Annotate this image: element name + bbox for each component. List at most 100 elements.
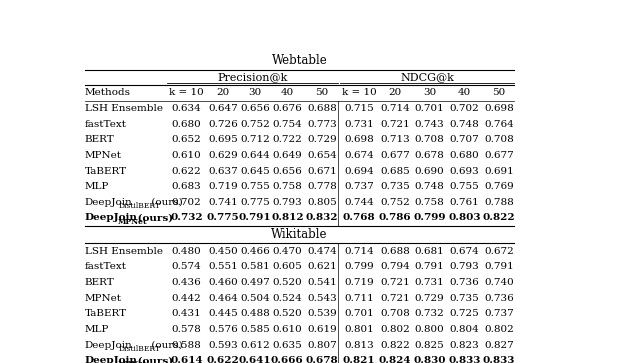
Text: 0.688: 0.688 bbox=[380, 247, 410, 256]
Text: 0.712: 0.712 bbox=[240, 135, 270, 144]
Text: 0.474: 0.474 bbox=[307, 247, 337, 256]
Text: 0.800: 0.800 bbox=[415, 325, 445, 334]
Text: 0.735: 0.735 bbox=[380, 182, 410, 191]
Text: MPNet: MPNet bbox=[85, 151, 122, 160]
Text: DistilBERT: DistilBERT bbox=[118, 202, 160, 210]
Text: 0.708: 0.708 bbox=[484, 135, 514, 144]
Text: 0.729: 0.729 bbox=[307, 135, 337, 144]
Text: 0.769: 0.769 bbox=[484, 182, 514, 191]
Text: 30: 30 bbox=[423, 88, 436, 97]
Text: 0.714: 0.714 bbox=[344, 247, 374, 256]
Text: 0.715: 0.715 bbox=[344, 104, 374, 113]
Text: 0.775: 0.775 bbox=[240, 198, 270, 207]
Text: 0.694: 0.694 bbox=[344, 167, 374, 176]
Text: 0.778: 0.778 bbox=[307, 182, 337, 191]
Text: 0.574: 0.574 bbox=[172, 262, 202, 272]
Text: 30: 30 bbox=[248, 88, 262, 97]
Text: 0.695: 0.695 bbox=[208, 135, 237, 144]
Text: 0.619: 0.619 bbox=[307, 325, 337, 334]
Text: 0.725: 0.725 bbox=[449, 309, 479, 318]
Text: 0.791: 0.791 bbox=[484, 262, 514, 272]
Text: 0.656: 0.656 bbox=[240, 104, 270, 113]
Text: 0.654: 0.654 bbox=[307, 151, 337, 160]
Text: 0.647: 0.647 bbox=[208, 104, 237, 113]
Text: 0.635: 0.635 bbox=[273, 340, 302, 350]
Text: 0.803: 0.803 bbox=[448, 213, 481, 223]
Text: 20: 20 bbox=[388, 88, 401, 97]
Text: 0.702: 0.702 bbox=[172, 198, 202, 207]
Text: 0.672: 0.672 bbox=[484, 247, 514, 256]
Text: 0.470: 0.470 bbox=[273, 247, 302, 256]
Text: 0.698: 0.698 bbox=[484, 104, 514, 113]
Text: 0.460: 0.460 bbox=[208, 278, 237, 287]
Text: 0.656: 0.656 bbox=[273, 167, 302, 176]
Text: 0.464: 0.464 bbox=[208, 294, 237, 303]
Text: 0.721: 0.721 bbox=[380, 119, 410, 129]
Text: 0.551: 0.551 bbox=[208, 262, 237, 272]
Text: 0.708: 0.708 bbox=[415, 135, 445, 144]
Text: 0.736: 0.736 bbox=[484, 294, 514, 303]
Text: 0.773: 0.773 bbox=[307, 119, 337, 129]
Text: 0.754: 0.754 bbox=[273, 119, 302, 129]
Text: 0.788: 0.788 bbox=[484, 198, 514, 207]
Text: 0.666: 0.666 bbox=[271, 356, 304, 363]
Text: 0.825: 0.825 bbox=[415, 340, 445, 350]
Text: 0.722: 0.722 bbox=[273, 135, 302, 144]
Text: 0.832: 0.832 bbox=[306, 213, 339, 223]
Text: 0.520: 0.520 bbox=[273, 278, 302, 287]
Text: MPNet: MPNet bbox=[85, 294, 122, 303]
Text: 0.680: 0.680 bbox=[172, 119, 202, 129]
Text: 0.824: 0.824 bbox=[379, 356, 412, 363]
Text: k = 10: k = 10 bbox=[342, 88, 376, 97]
Text: 0.431: 0.431 bbox=[172, 309, 202, 318]
Text: 0.680: 0.680 bbox=[449, 151, 479, 160]
Text: 0.748: 0.748 bbox=[415, 182, 445, 191]
Text: 0.676: 0.676 bbox=[273, 104, 302, 113]
Text: 0.804: 0.804 bbox=[449, 325, 479, 334]
Text: 0.701: 0.701 bbox=[344, 309, 374, 318]
Text: 0.813: 0.813 bbox=[344, 340, 374, 350]
Text: 0.799: 0.799 bbox=[413, 213, 446, 223]
Text: 0.821: 0.821 bbox=[343, 356, 376, 363]
Text: LSH Ensemble: LSH Ensemble bbox=[85, 247, 163, 256]
Text: 0.605: 0.605 bbox=[273, 262, 302, 272]
Text: 0.775: 0.775 bbox=[207, 213, 239, 223]
Text: (ours): (ours) bbox=[134, 356, 173, 363]
Text: 0.585: 0.585 bbox=[240, 325, 270, 334]
Text: 0.497: 0.497 bbox=[240, 278, 270, 287]
Text: k = 10: k = 10 bbox=[169, 88, 204, 97]
Text: fastText: fastText bbox=[85, 119, 127, 129]
Text: 0.802: 0.802 bbox=[484, 325, 514, 334]
Text: 0.593: 0.593 bbox=[208, 340, 237, 350]
Text: 0.731: 0.731 bbox=[415, 278, 445, 287]
Text: Wikitable: Wikitable bbox=[271, 228, 328, 241]
Text: TaBERT: TaBERT bbox=[85, 309, 127, 318]
Text: MPNet: MPNet bbox=[118, 217, 148, 226]
Text: TaBERT: TaBERT bbox=[85, 167, 127, 176]
Text: 0.674: 0.674 bbox=[449, 247, 479, 256]
Text: 0.685: 0.685 bbox=[380, 167, 410, 176]
Text: 0.719: 0.719 bbox=[344, 278, 374, 287]
Text: 0.761: 0.761 bbox=[449, 198, 479, 207]
Text: 0.707: 0.707 bbox=[449, 135, 479, 144]
Text: 0.681: 0.681 bbox=[415, 247, 445, 256]
Text: 0.732: 0.732 bbox=[170, 213, 203, 223]
Text: 0.543: 0.543 bbox=[307, 294, 337, 303]
Text: 0.807: 0.807 bbox=[307, 340, 337, 350]
Text: 0.737: 0.737 bbox=[344, 182, 374, 191]
Text: 0.637: 0.637 bbox=[208, 167, 237, 176]
Text: 0.581: 0.581 bbox=[240, 262, 270, 272]
Text: DistilBERT: DistilBERT bbox=[118, 345, 160, 353]
Text: DeepJoin: DeepJoin bbox=[85, 356, 138, 363]
Text: 40: 40 bbox=[458, 88, 471, 97]
Text: 0.714: 0.714 bbox=[380, 104, 410, 113]
Text: 0.786: 0.786 bbox=[379, 213, 412, 223]
Text: BERT: BERT bbox=[85, 135, 115, 144]
Text: 0.731: 0.731 bbox=[344, 119, 374, 129]
Text: 0.822: 0.822 bbox=[483, 213, 515, 223]
Text: (ours): (ours) bbox=[148, 198, 182, 207]
Text: 0.524: 0.524 bbox=[273, 294, 302, 303]
Text: 0.768: 0.768 bbox=[343, 213, 376, 223]
Text: 0.721: 0.721 bbox=[380, 278, 410, 287]
Text: 0.793: 0.793 bbox=[449, 262, 479, 272]
